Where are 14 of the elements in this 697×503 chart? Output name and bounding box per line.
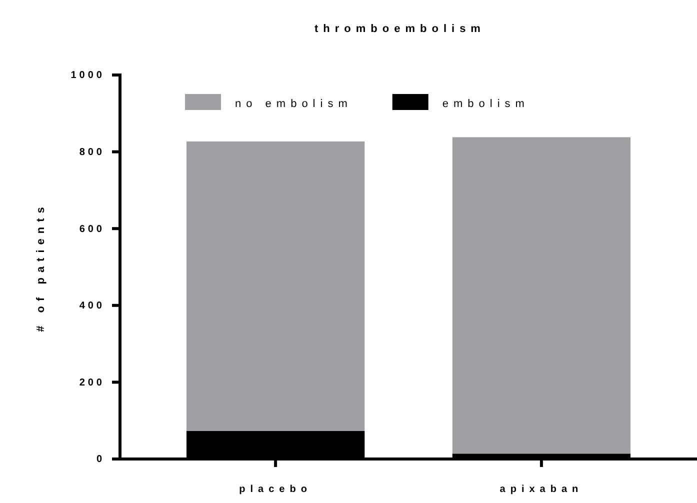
y-tick-label: 600 bbox=[79, 224, 105, 235]
bar bbox=[186, 141, 365, 431]
legend-label: embolism bbox=[442, 98, 530, 110]
x-tick-label: apixaban bbox=[500, 484, 584, 495]
y-tick-label: 400 bbox=[79, 300, 105, 312]
bar bbox=[452, 137, 631, 454]
y-tick-label: 0 bbox=[96, 454, 105, 466]
y-axis-title: # of patients bbox=[35, 202, 47, 332]
y-tick-label: 800 bbox=[79, 147, 105, 158]
chart-title: thromboembolism bbox=[314, 23, 486, 35]
x-tick-label: placebo bbox=[239, 484, 312, 495]
y-tick-label: 200 bbox=[79, 377, 105, 388]
legend-label: no embolism bbox=[235, 98, 352, 110]
y-tick-label: 1000 bbox=[70, 70, 105, 82]
